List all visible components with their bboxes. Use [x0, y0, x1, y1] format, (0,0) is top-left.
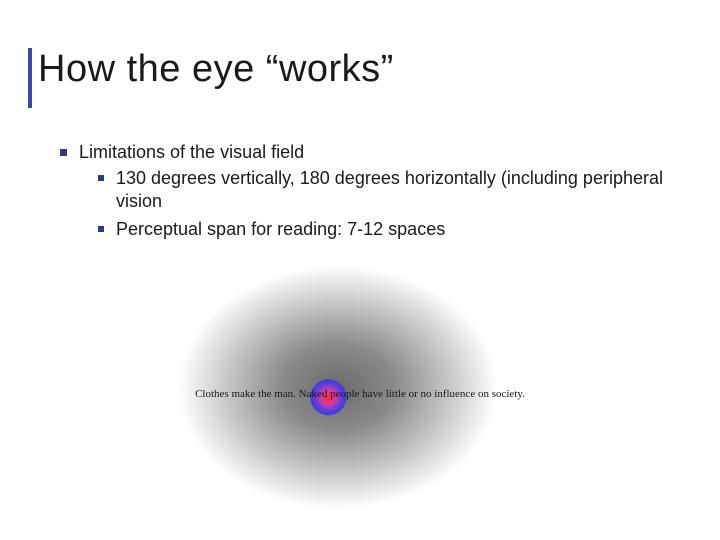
bullet-square-icon: [98, 226, 104, 232]
bullet-text: Limitations of the visual field: [79, 142, 304, 163]
figure-caption: Clothes make the man. Naked people have …: [150, 388, 570, 400]
bullet-level1: Limitations of the visual field: [60, 142, 690, 163]
bullet-content: Limitations of the visual field 130 degr…: [60, 142, 690, 241]
bullet-square-icon: [98, 175, 104, 181]
bullet-text: Perceptual span for reading: 7-12 spaces: [116, 218, 445, 241]
accent-bar: [28, 48, 32, 108]
bullet-square-icon: [60, 149, 67, 156]
bullet-text: 130 degrees vertically, 180 degrees hori…: [116, 167, 690, 214]
bullet-level2: 130 degrees vertically, 180 degrees hori…: [98, 167, 690, 214]
slide-title: How the eye “works”: [38, 48, 394, 91]
bullet-level2: Perceptual span for reading: 7-12 spaces: [98, 218, 690, 241]
